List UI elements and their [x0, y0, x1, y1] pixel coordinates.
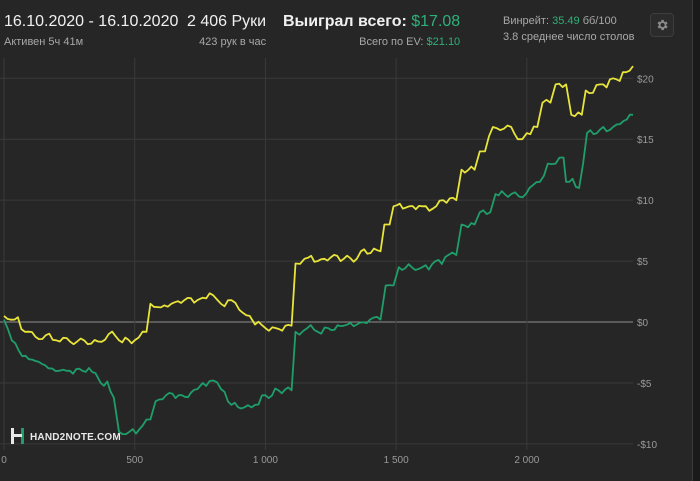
winrate-value: 35.49	[552, 15, 580, 27]
gear-icon-glyph	[657, 19, 668, 31]
x-tick-label: 500	[126, 455, 143, 466]
stats-header: 16.10.2020 - 16.10.2020 Активен 5ч 41м 2…	[0, 0, 700, 56]
hands-per-hour: 423 рук в час	[199, 36, 267, 48]
y-tick-label: $20	[637, 74, 654, 85]
panel-edge	[692, 0, 693, 481]
session-info: 16.10.2020 - 16.10.2020 Активен 5ч 41м	[4, 13, 178, 48]
watermark-text: HAND2NOTE.COM	[30, 432, 121, 443]
y-tick-label: -$5	[637, 379, 652, 390]
x-tick-labels: 0 500 1 000 1 500 2 000	[1, 455, 540, 466]
series-lines	[3, 65, 634, 435]
ev-series-line	[3, 65, 634, 346]
y-tick-label: -$10	[637, 440, 657, 451]
hands-count: 2 406 Руки	[187, 13, 267, 30]
active-time: Активен 5ч 41м	[4, 36, 84, 48]
winrate-info: Винрейт: 35.49 бб/100 3.8 среднее число …	[503, 15, 635, 43]
y-tick-label: $5	[637, 257, 649, 268]
avg-tables: 3.8 среднее число столов	[503, 31, 635, 43]
ev-total: Всего по EV: $21.10	[283, 36, 460, 48]
won-value: $17.08	[411, 13, 461, 30]
gear-icon[interactable]	[650, 13, 674, 37]
y-tick-label: $15	[637, 135, 654, 146]
winnings-info: Выиграл всего: $17.08 Всего по EV: $21.1…	[283, 13, 460, 48]
x-tick-label: 2 000	[514, 455, 539, 466]
won-total: Выиграл всего: $17.08	[283, 13, 460, 31]
scroll-gutter	[693, 0, 700, 481]
winrate-unit: бб/100	[582, 15, 617, 27]
hand2note-logo-icon	[11, 428, 24, 444]
watermark: HAND2NOTE.COM	[11, 428, 121, 444]
grid-lines	[0, 58, 633, 450]
date-range: 16.10.2020 - 16.10.2020	[4, 13, 179, 30]
x-tick-label: 0	[1, 455, 7, 466]
won-series-line	[3, 113, 634, 435]
won-label: Выиграл всего:	[283, 13, 407, 30]
winrate-label: Винрейт:	[503, 15, 550, 27]
y-tick-labels: $20 $15 $10 $5 $0 -$5 -$10	[637, 74, 657, 451]
y-tick-label: $10	[637, 196, 654, 207]
ev-value: $21.10	[426, 36, 461, 48]
x-tick-label: 1 000	[253, 455, 278, 466]
x-tick-label: 1 500	[384, 455, 409, 466]
hands-info: 2 406 Руки 423 рук в час	[187, 13, 266, 48]
ev-label: Всего по EV:	[359, 36, 424, 48]
y-tick-label: $0	[637, 318, 649, 329]
winrate: Винрейт: 35.49 бб/100	[503, 15, 635, 27]
